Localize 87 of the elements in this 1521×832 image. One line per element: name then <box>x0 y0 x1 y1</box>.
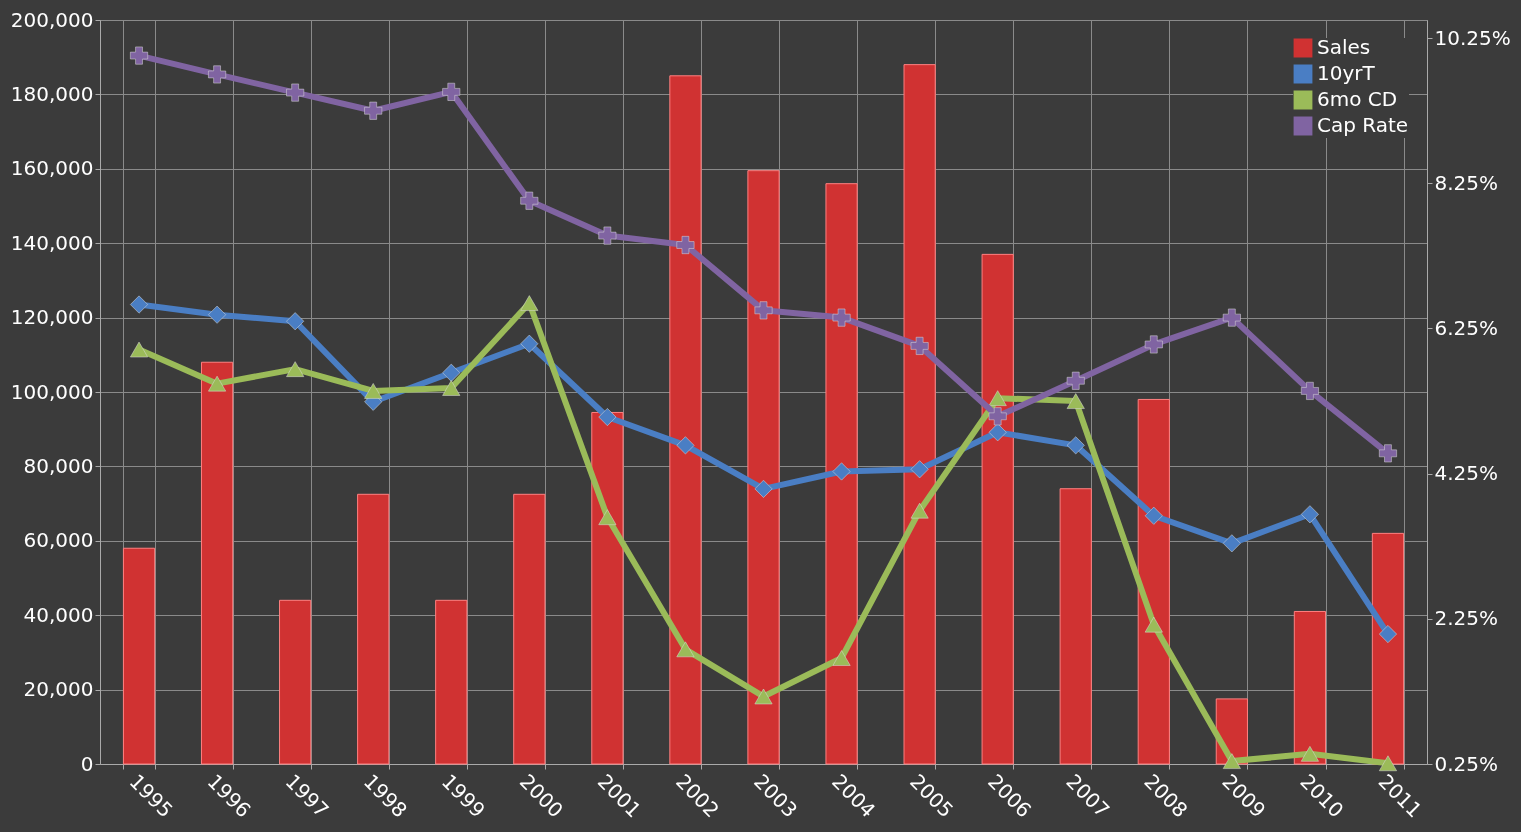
y-tick-label: 40,000 <box>23 602 94 627</box>
bar <box>669 75 702 765</box>
y2-tick-label: 10.25% <box>1434 25 1511 50</box>
bar <box>357 493 390 765</box>
point <box>1379 444 1397 463</box>
point <box>754 688 773 705</box>
point <box>1222 753 1241 769</box>
point <box>1222 534 1241 553</box>
point <box>130 295 148 314</box>
point <box>832 308 851 327</box>
point <box>208 305 226 324</box>
bar <box>435 599 468 765</box>
point <box>1066 393 1085 409</box>
point <box>130 341 148 358</box>
bar <box>591 411 624 765</box>
point <box>520 191 539 210</box>
y-tick-label: 120,000 <box>10 305 94 330</box>
bar <box>122 547 156 765</box>
point <box>676 436 695 455</box>
bar <box>513 493 546 765</box>
point <box>442 380 461 396</box>
point <box>754 479 773 498</box>
point <box>364 383 383 399</box>
point <box>598 408 617 426</box>
y-tick-label: 80,000 <box>23 453 94 478</box>
y-tick-label: 100,000 <box>10 379 94 404</box>
point <box>130 46 148 65</box>
point <box>520 334 539 353</box>
point <box>1301 505 1319 524</box>
point <box>1144 506 1163 525</box>
point <box>676 236 695 254</box>
point <box>442 82 461 101</box>
y-tick-label: 180,000 <box>10 81 94 106</box>
point <box>1066 436 1085 455</box>
point <box>208 65 226 84</box>
point <box>598 509 617 525</box>
point <box>286 83 305 102</box>
point <box>1301 382 1319 400</box>
y2-tick-label: 0.25% <box>1434 751 1499 776</box>
y2-tick-label: 6.25% <box>1434 315 1499 340</box>
point <box>442 363 461 382</box>
bar <box>903 64 936 765</box>
point <box>910 460 929 479</box>
bar <box>825 183 858 765</box>
y-tick-label: 60,000 <box>23 528 94 553</box>
bar <box>200 361 234 765</box>
point <box>286 361 305 377</box>
point <box>520 295 539 311</box>
bar <box>1137 398 1170 765</box>
point <box>1144 616 1163 633</box>
legend-label: Cap Rate <box>1317 113 1409 137</box>
point <box>1301 746 1319 762</box>
legend-label: 10yrT <box>1317 61 1376 85</box>
point <box>1379 625 1397 643</box>
point <box>988 407 1007 426</box>
point <box>832 650 851 666</box>
point <box>1379 755 1397 772</box>
legend-label: Sales <box>1317 35 1371 59</box>
point <box>598 226 617 245</box>
bar <box>981 253 1014 765</box>
y-tick-label: 0 <box>80 751 94 776</box>
bar <box>747 170 780 765</box>
point <box>364 101 383 120</box>
y2-tick-label: 8.25% <box>1434 170 1499 195</box>
point <box>910 502 929 519</box>
y-tick-label: 200,000 <box>10 7 94 32</box>
point <box>988 423 1007 442</box>
y2-tick-label: 4.25% <box>1434 461 1499 486</box>
point <box>676 641 695 658</box>
point <box>1066 371 1085 390</box>
point <box>910 337 929 355</box>
point <box>286 312 305 331</box>
legend-label: 6mo CD <box>1317 87 1398 111</box>
point <box>988 390 1007 406</box>
y-tick-label: 140,000 <box>10 230 94 255</box>
point <box>754 301 773 320</box>
bar <box>1059 488 1092 765</box>
bar <box>279 599 312 765</box>
point <box>832 462 851 481</box>
bar <box>1293 610 1327 765</box>
y-tick-label: 20,000 <box>23 677 94 702</box>
point <box>1144 335 1163 354</box>
y2-tick-label: 2.25% <box>1434 606 1499 631</box>
y-tick-label: 160,000 <box>10 156 94 181</box>
point <box>1222 308 1241 327</box>
bar <box>1371 532 1405 765</box>
point <box>208 375 226 392</box>
